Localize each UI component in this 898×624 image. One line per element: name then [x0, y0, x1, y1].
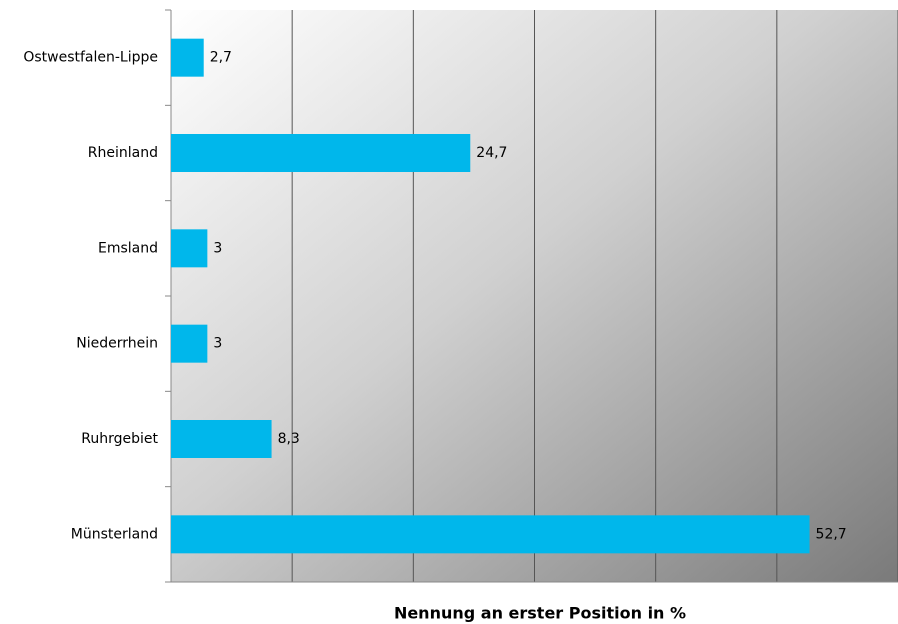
bar	[171, 134, 471, 172]
data-label: 3	[213, 336, 222, 352]
bar	[171, 229, 208, 268]
data-label: 2,7	[210, 50, 232, 66]
data-label: 52,7	[816, 526, 847, 542]
y-tick-label: Ostwestfalen-Lippe	[23, 50, 158, 66]
y-tick-label: Niederrhein	[76, 336, 158, 352]
y-tick-label: Emsland	[98, 240, 158, 256]
y-tick-label: Münsterland	[71, 526, 158, 542]
y-tick-label: Ruhrgebiet	[81, 431, 158, 447]
data-label: 8,3	[278, 431, 300, 447]
data-label: 3	[213, 240, 222, 256]
bar	[171, 38, 204, 77]
data-label: 24,7	[476, 145, 507, 161]
bar	[171, 515, 810, 554]
bar	[171, 420, 272, 458]
y-tick-label: Rheinland	[88, 145, 158, 161]
bar	[171, 324, 208, 363]
x-axis-title: Nennung an erster Position in %	[394, 604, 686, 623]
